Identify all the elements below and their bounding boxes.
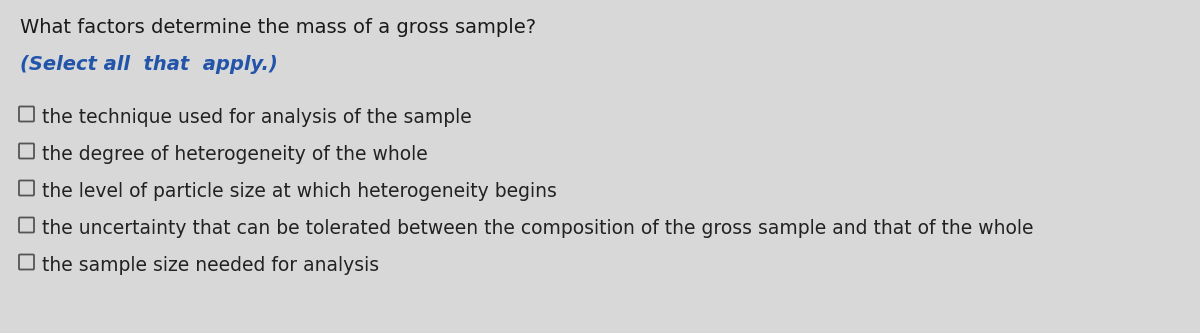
Text: the level of particle size at which heterogeneity begins: the level of particle size at which hete…: [42, 182, 557, 201]
Text: the technique used for analysis of the sample: the technique used for analysis of the s…: [42, 108, 472, 127]
Text: the uncertainty that can be tolerated between the composition of the gross sampl: the uncertainty that can be tolerated be…: [42, 219, 1033, 238]
Text: the degree of heterogeneity of the whole: the degree of heterogeneity of the whole: [42, 145, 427, 164]
Text: (Select all  that  apply.): (Select all that apply.): [20, 55, 277, 74]
Text: the sample size needed for analysis: the sample size needed for analysis: [42, 256, 379, 275]
Text: What factors determine the mass of a gross sample?: What factors determine the mass of a gro…: [20, 18, 536, 37]
